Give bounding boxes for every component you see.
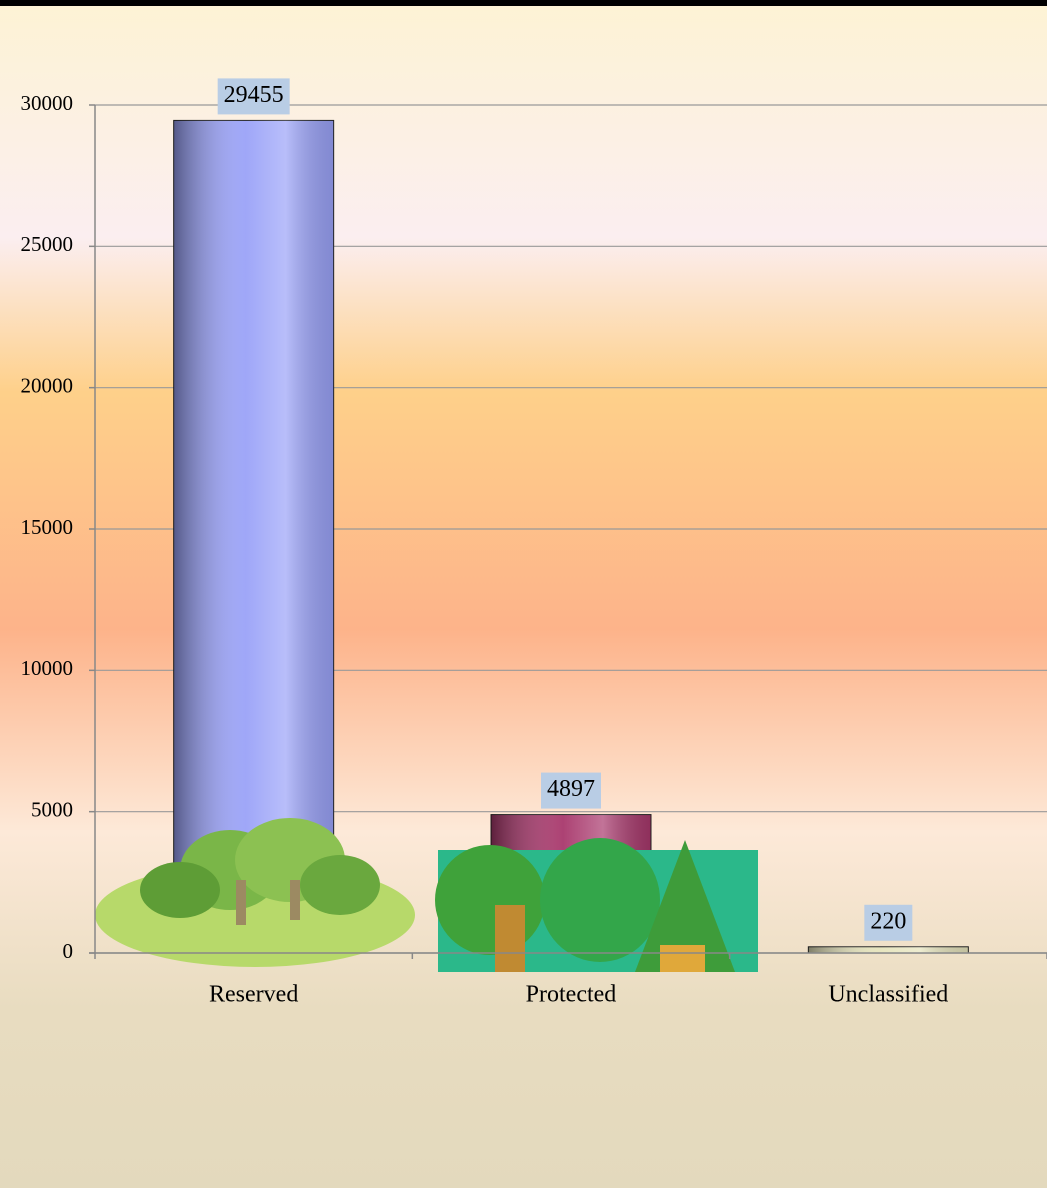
- y-tick-label: 5000: [31, 797, 73, 821]
- y-tick-label: 0: [63, 939, 74, 963]
- value-label-box: [217, 78, 290, 115]
- tree-illustration: [435, 838, 758, 972]
- x-tick-label: Reserved: [209, 982, 298, 1008]
- y-tick-label: 25000: [21, 232, 74, 256]
- x-tick-label: Unclassified: [828, 982, 948, 1008]
- y-tick-label: 30000: [21, 91, 74, 115]
- value-label: 29455: [224, 82, 284, 108]
- top-border: [0, 0, 1047, 6]
- bars: [173, 119, 969, 954]
- y-tick-label: 15000: [21, 515, 74, 539]
- value-label: 220: [870, 908, 906, 934]
- value-label-box: [864, 904, 913, 941]
- tree-illustration: [95, 818, 415, 967]
- value-label-box: [541, 772, 601, 809]
- bar-shading: [173, 120, 334, 953]
- bar-shading: [808, 946, 969, 953]
- x-tick-label: Protected: [526, 982, 617, 1008]
- value-label: 4897: [547, 776, 595, 802]
- y-tick-label: 20000: [21, 373, 74, 397]
- y-tick-label: 10000: [21, 656, 74, 680]
